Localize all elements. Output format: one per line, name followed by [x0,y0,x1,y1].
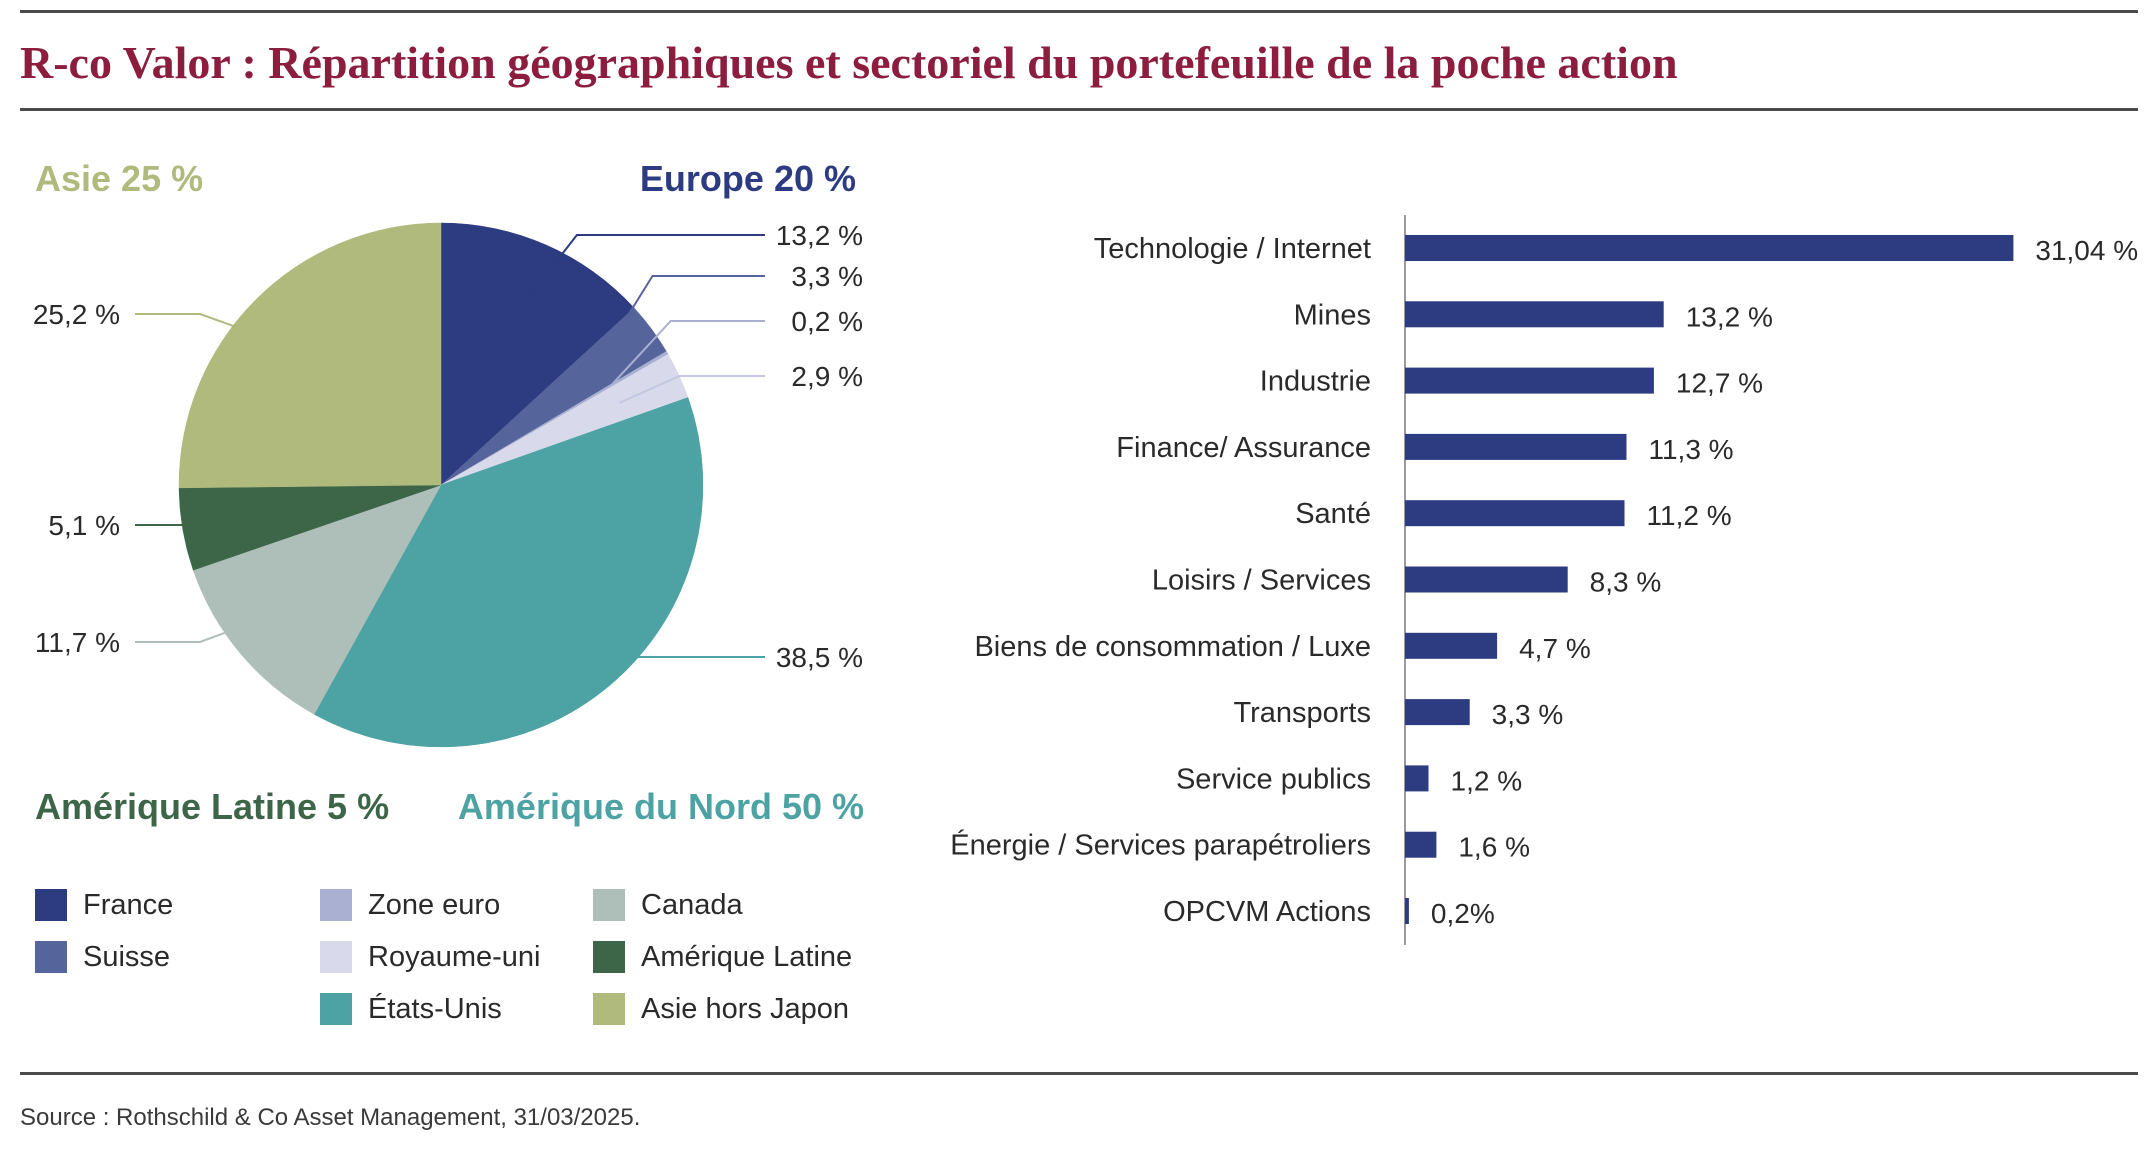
bar-value-opcvm-actions: 0,2% [1431,898,1495,929]
legend-label: Canada [641,888,743,921]
bar-value-sante: 11,2 % [1647,500,1732,531]
bar-energie-services-parapetroliers [1405,831,1437,858]
bar-category-sante: Santé [1295,498,1371,530]
bar-sante [1405,500,1625,527]
legend-swatch [320,889,352,921]
pie-label-etats-unis: 38,5 % [776,642,863,673]
bar-value-service-publics: 1,2 % [1451,765,1523,796]
geographic-pie-chart: 13,2 % 3,3 % 0,2 % 2,9 % 38,5 % 11,7 % 5,1 % 25… [33,220,863,748]
title-rule [20,108,2138,111]
page-title: R-co Valor : Répartition géographiques e… [20,37,1678,88]
bar-opcvm-actions [1405,898,1409,924]
bar-category-mines: Mines [1294,299,1371,331]
region-label-asie: Asie 25 % [35,158,204,199]
bar-service-publics [1405,765,1429,792]
bar-category-opcvm-actions: OPCVM Actions [1163,896,1371,928]
bar-industrie [1405,367,1654,394]
pie-slice-france [440,222,635,486]
pie-leader-etats-unis [562,627,765,658]
pie-leader-suisse [591,275,765,374]
legend-swatch [320,941,352,973]
pie-label-amerique-latine: 5,1 % [48,510,120,541]
bar-category-loisirs-services: Loisirs / Services [1152,565,1371,597]
bar-category-energie-services-parapetroliers: Énergie / Services parapétroliers [950,829,1371,862]
pie-label-asie-hors-japon: 25,2 % [33,299,120,330]
bar-value-finance-assurance: 11,3 % [1648,434,1733,465]
bar-finance-assurance [1405,433,1627,460]
pie-leader-zone-euro [609,320,765,387]
bar-category-finance-assurance: Finance/ Assurance [1116,432,1371,464]
legend-swatch [593,941,625,973]
pie-leader-canada [135,605,297,643]
legend-label: Suisse [83,940,171,973]
pie-label-france: 13,2 % [776,220,863,251]
bar-category-industrie: Industrie [1260,366,1371,398]
bar-value-mines: 13,2 % [1686,301,1773,332]
legend-item-zone-euro: Zone euro [320,888,500,922]
legend-swatch [35,941,67,973]
pie-label-zone-euro: 0,2 % [791,306,863,337]
pie-label-royaume-uni: 2,9 % [791,361,863,392]
bar-value-biens-de-consommation-luxe: 4,7 % [1519,633,1591,664]
bar-value-loisirs-services: 8,3 % [1590,567,1662,598]
legend-swatch [320,993,352,1025]
pie-leader-royaume-uni [619,375,765,404]
legend-swatch [35,889,67,921]
bar-loisirs-services [1405,566,1568,593]
legend-item-asie-hors-japon: Asie hors Japon [593,992,849,1026]
bar-value-industrie: 12,7 % [1676,368,1763,399]
bar-technologie-internet [1405,235,2014,261]
bar-category-service-publics: Service publics [1176,763,1371,795]
legend-label: Asie hors Japon [641,992,849,1025]
legend-item-amerique-latine: Amérique Latine [593,940,852,974]
legend-item-france: France [35,888,173,922]
source-note: Source : Rothschild & Co Asset Managemen… [20,1104,641,1131]
legend-swatch [593,889,625,921]
pie-leader-amerique-latine [135,516,256,526]
top-rule [20,10,2138,13]
bar-transports [1405,699,1470,726]
bar-category-transports: Transports [1233,697,1371,729]
bar-category-technologie-internet: Technologie / Internet [1094,233,1371,265]
region-label-amerique-du-nord: Amérique du Nord 50 % [457,786,864,827]
legend-label: France [83,888,174,921]
pie-slice-canada [192,484,442,715]
bar-value-transports: 3,3 % [1492,699,1564,730]
legend-label: États-Unis [368,992,502,1025]
legend-label: Amérique Latine [641,940,853,973]
pie-slice-asie-hors-japon [178,222,442,489]
legend-item-suisse: Suisse [35,940,170,974]
region-label-amerique-latine: Amérique Latine 5 % [35,786,390,827]
region-label-europe: Europe 20 % [639,158,856,199]
legend-item-canada: Canada [593,888,743,922]
legend-label: Royaume-uni [368,940,541,973]
bar-mines [1405,301,1664,328]
legend-item-royaume-uni: Royaume-uni [320,940,540,974]
sector-bar-chart: Technologie / Internet 31,04 % Mines 13,2 %… [950,215,2138,945]
bottom-rule [20,1072,2138,1075]
pie-leader-asie-hors-japon [135,313,308,354]
bar-biens-de-consommation-luxe [1405,632,1498,659]
pie-leader-france [516,234,765,313]
pie-label-canada: 11,7 % [35,627,120,658]
pie-label-suisse: 3,3 % [791,261,863,292]
bar-category-biens-de-consommation-luxe: Biens de consommation / Luxe [974,631,1371,663]
bar-value-technologie-internet: 31,04 % [2035,235,2138,266]
legend-label: Zone euro [368,888,501,921]
legend-item-etats-unis: États-Unis [320,992,502,1026]
legend-swatch [593,993,625,1025]
pie-slice-etats-unis [313,397,704,748]
bar-value-energie-services-parapetroliers: 1,6 % [1458,832,1530,863]
